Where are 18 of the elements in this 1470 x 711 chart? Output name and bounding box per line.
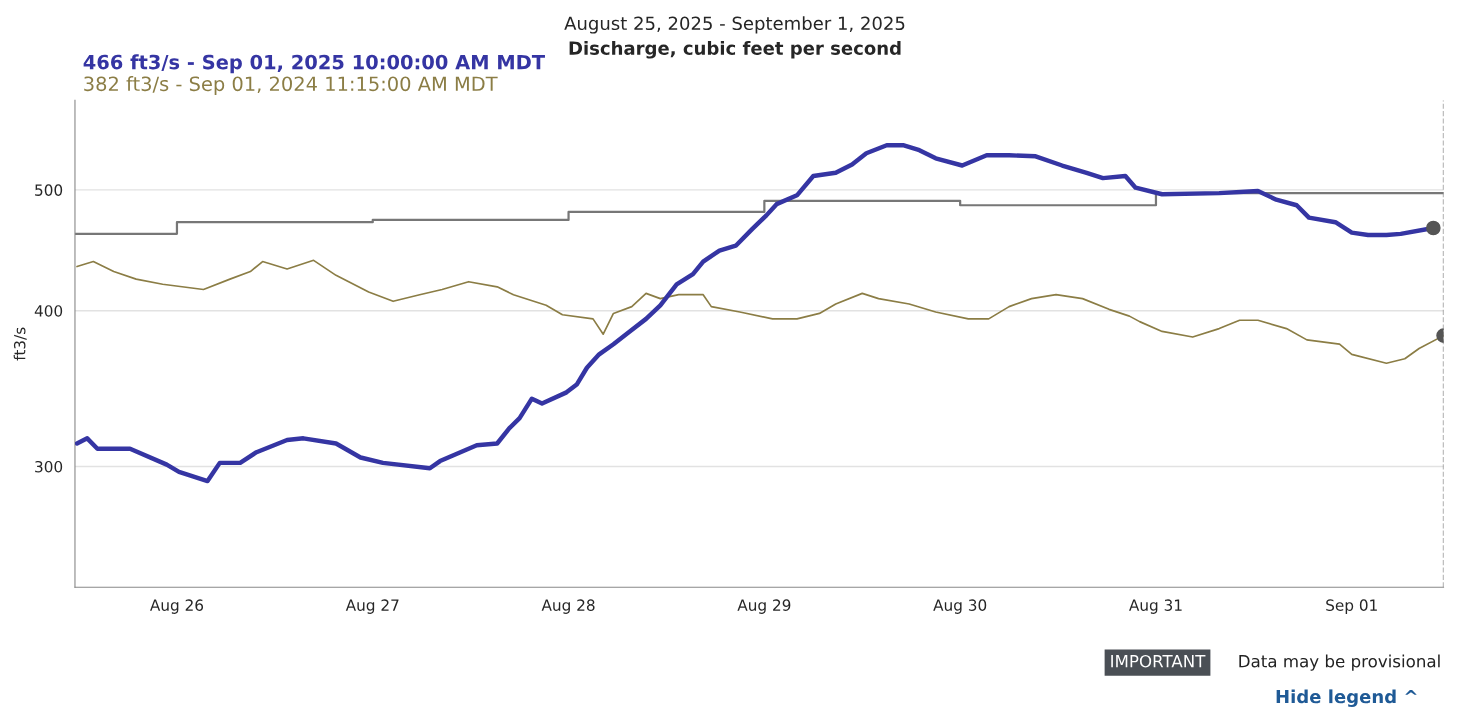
x-tick-label: Aug 26 — [150, 599, 204, 614]
x-tick-label: Aug 29 — [737, 599, 791, 614]
text: Data may be provisional — [1239, 654, 1440, 671]
x-tick-label: Aug 27 — [345, 599, 399, 614]
y-tick-label: 400 — [34, 305, 63, 317]
text: 382 ft3/s - Sep 01, 2024 11:15:00 AM MDT — [84, 76, 498, 95]
chart-title: August 25, 2025 - September 1, 2025 — [564, 16, 905, 34]
text: IMPORTANT — [1111, 654, 1206, 668]
x-tick-label: Aug 28 — [541, 599, 595, 614]
y-tick-label: 300 — [35, 460, 63, 473]
y-tick-label: 500 — [35, 184, 63, 196]
y-axis-title: ft3/s — [13, 327, 27, 361]
chart-subtitle: Discharge, cubic feet per second — [569, 40, 901, 59]
text: 466 ft3/s - Sep 01, 2025 10:00:00 AM MDT — [83, 54, 545, 74]
x-tick-label: Sep 01 — [1326, 599, 1377, 614]
text: Hide legend ^ — [1276, 689, 1417, 708]
x-tick-label: Aug 31 — [1129, 599, 1182, 614]
x-tick-label: Aug 30 — [933, 599, 987, 614]
